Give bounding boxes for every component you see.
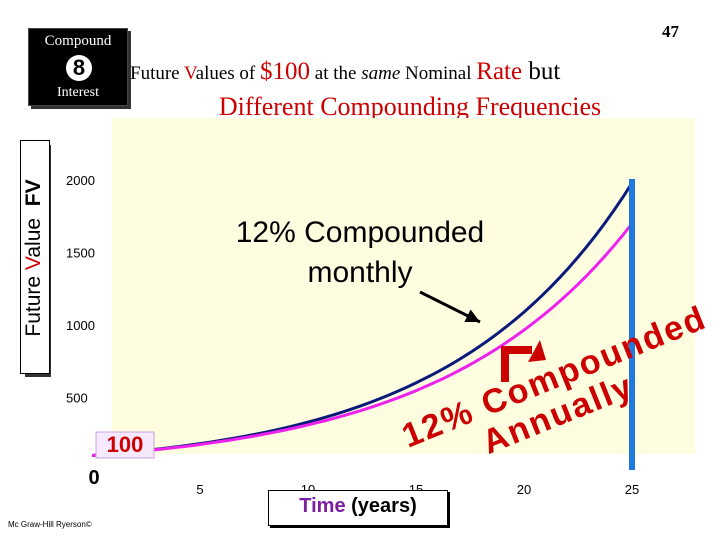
y-tick-label: 500	[66, 391, 88, 406]
title-part: but	[522, 58, 561, 85]
footer-credit: Mc Graw-Hill Ryerson©	[8, 520, 92, 529]
title-part: V	[184, 63, 196, 84]
monthly-arrow-head	[464, 309, 480, 322]
x-label-main: Time	[299, 495, 346, 517]
title-part: at the	[310, 63, 362, 84]
start-value-label: 100	[107, 432, 144, 457]
chart-title-line2: Different Compounding Frequencies	[218, 92, 602, 121]
monthly-arrow	[419, 290, 481, 324]
x-axis-label-box	[268, 490, 448, 526]
title-part: Rate	[476, 58, 523, 85]
x-tick-label: 5	[196, 482, 203, 497]
annual-arrow	[501, 340, 546, 382]
title-part: $100	[260, 58, 311, 85]
y-tick-label: 2000	[66, 173, 95, 188]
badge-title: Compound	[44, 33, 112, 49]
annual-arrow-shaft	[501, 346, 532, 382]
badge-subtitle: Interest	[57, 85, 99, 100]
title-part: Nominal	[400, 63, 477, 84]
x-tick-label: 20	[517, 482, 531, 497]
chart-title-line1: Future Values of $100 at the same Nomina…	[130, 58, 720, 86]
badge-number: 8	[66, 55, 92, 81]
annual-arrow-head	[528, 340, 546, 362]
x-label-unit: (years)	[351, 495, 417, 517]
title-part: Future	[130, 63, 185, 84]
page-number: 47	[662, 22, 679, 41]
monthly-annotation-line1: 12% Compounded	[236, 216, 485, 249]
y-tick-label: 1500	[66, 246, 95, 261]
y-tick-label: 1000	[66, 318, 95, 333]
series-line-annually	[91, 222, 634, 457]
chapter-badge: Compound 8 Interest	[28, 28, 128, 106]
y-axis-label-box	[20, 140, 50, 374]
x-tick-label: 0	[88, 467, 99, 489]
title-part: alues of	[195, 63, 261, 84]
monthly-annotation-line2: monthly	[307, 256, 412, 289]
plot-background	[112, 118, 695, 454]
x-axis-label: Time (years)	[268, 495, 448, 518]
title-part: same	[361, 63, 401, 84]
x-tick-label: 25	[625, 482, 639, 497]
start-value-box	[95, 431, 155, 459]
